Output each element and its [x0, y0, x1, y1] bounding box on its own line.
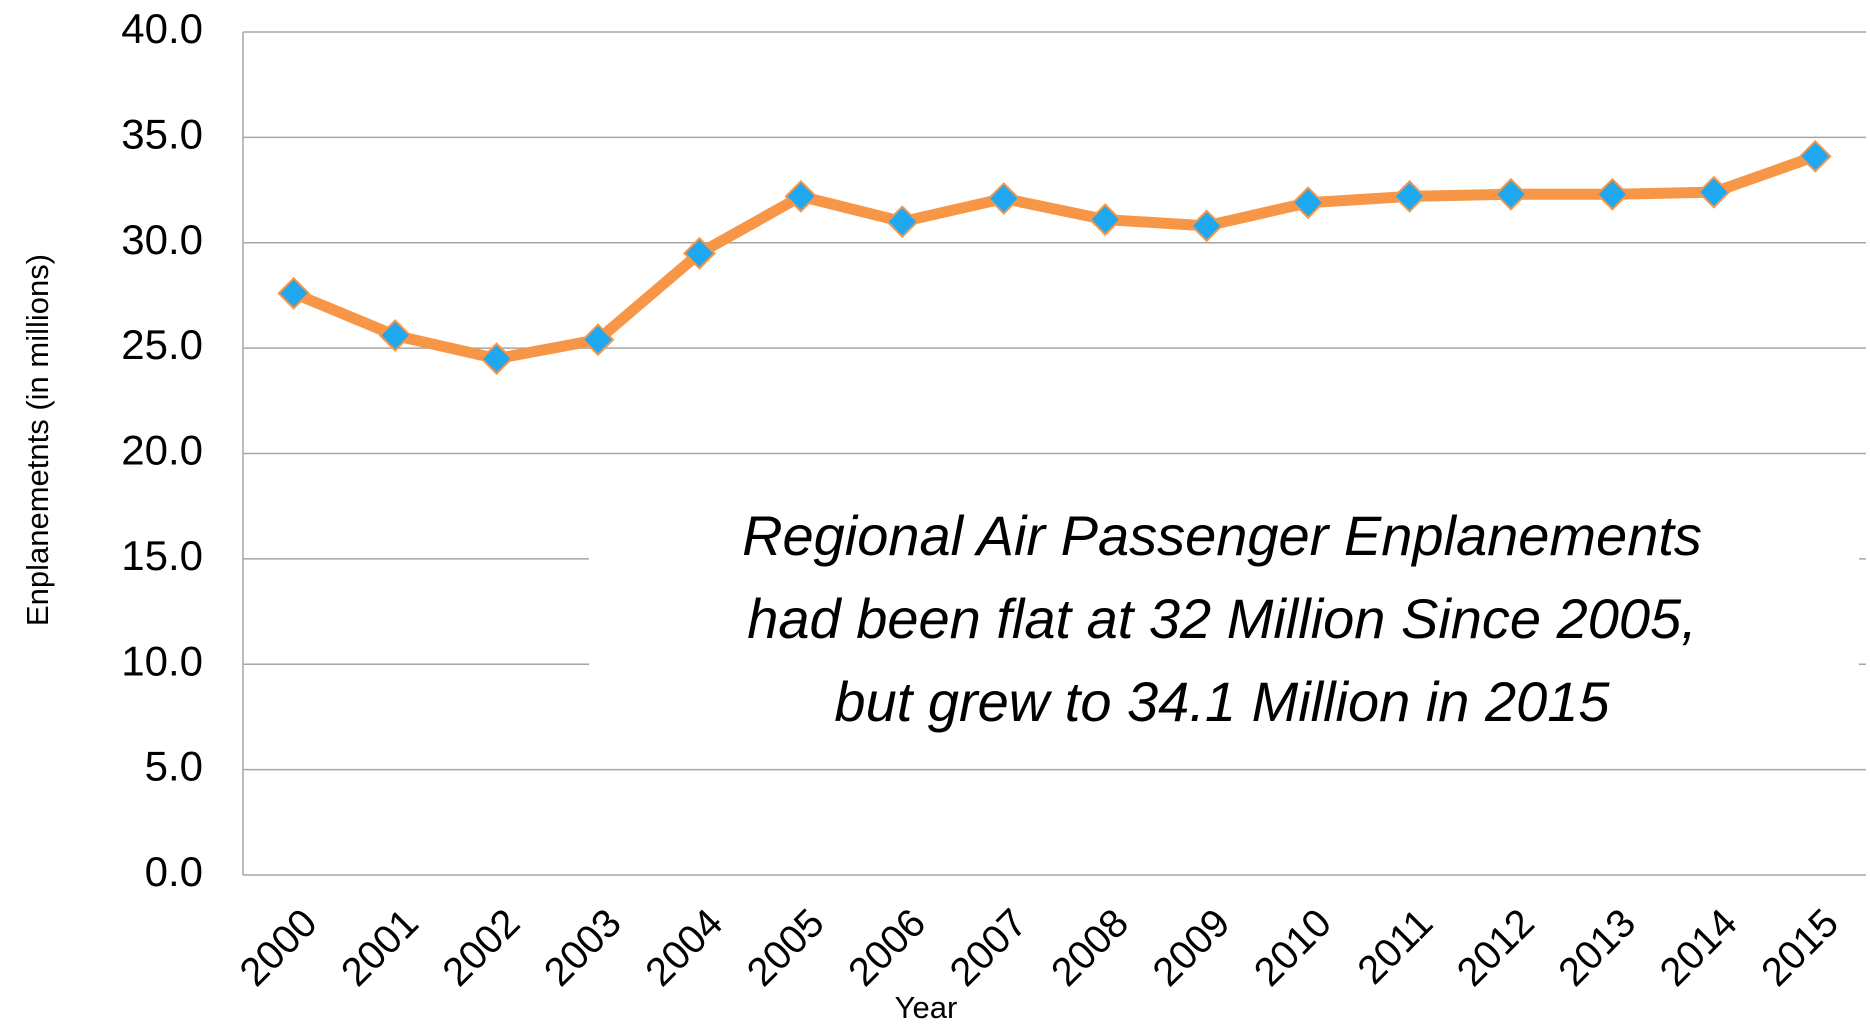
y-tick-label: 40.0	[121, 5, 203, 52]
x-tick-label: 2002	[434, 901, 528, 995]
y-tick-label: 35.0	[121, 110, 203, 157]
x-axis-label: Year	[895, 990, 958, 1025]
x-tick-label: 2009	[1144, 901, 1238, 995]
x-tick-label: 2001	[333, 901, 427, 995]
y-tick-label: 30.0	[121, 216, 203, 263]
y-tick-label: 10.0	[121, 637, 203, 684]
annotation-box	[589, 495, 1859, 723]
marker	[1088, 203, 1122, 236]
x-tick-label: 2010	[1246, 901, 1340, 995]
marker	[1393, 179, 1426, 213]
marker	[683, 236, 716, 270]
y-tick-label: 20.0	[121, 427, 203, 474]
x-tick-label: 2000	[232, 901, 326, 995]
line	[291, 151, 1818, 365]
x-tick-label: 2004	[637, 901, 731, 995]
y-tick-label: 5.0	[145, 743, 203, 790]
marker	[1291, 186, 1325, 220]
y-tick-label: 0.0	[145, 848, 203, 895]
annotation: but grew to 34.1 Million in 2015	[834, 670, 1610, 733]
x-tick-label: 2008	[1043, 901, 1137, 995]
annotation: had been flat at 32 Million Since 2005,	[747, 587, 1697, 650]
x-tick-label: 2013	[1550, 901, 1644, 995]
y-tick-label: 25.0	[121, 321, 203, 368]
marker	[885, 205, 919, 239]
marker	[277, 276, 311, 310]
x-tick-label: 2012	[1449, 901, 1543, 995]
marker	[480, 342, 514, 376]
x-tick-label: 2014	[1652, 901, 1746, 995]
x-tick-label: 2006	[840, 901, 934, 995]
x-tick-label: 2005	[739, 901, 833, 995]
y-tick-label: 15.0	[121, 532, 203, 579]
x-tick-label: 2015	[1753, 901, 1847, 995]
marker	[1494, 177, 1528, 211]
x-tick-label: 2007	[942, 901, 1036, 995]
y-axis-label: Enplanemetnts (in millions)	[20, 254, 55, 626]
marker	[1595, 177, 1629, 211]
marker	[378, 319, 412, 352]
annotation: Regional Air Passenger Enplanements	[742, 504, 1702, 567]
marker	[1697, 175, 1731, 209]
marker	[1798, 139, 1832, 173]
marker	[581, 323, 615, 357]
marker	[1190, 209, 1224, 243]
x-tick-label: 2011	[1349, 901, 1441, 993]
marker	[784, 179, 818, 213]
x-tick-label: 2003	[536, 901, 630, 995]
marker	[987, 182, 1021, 215]
